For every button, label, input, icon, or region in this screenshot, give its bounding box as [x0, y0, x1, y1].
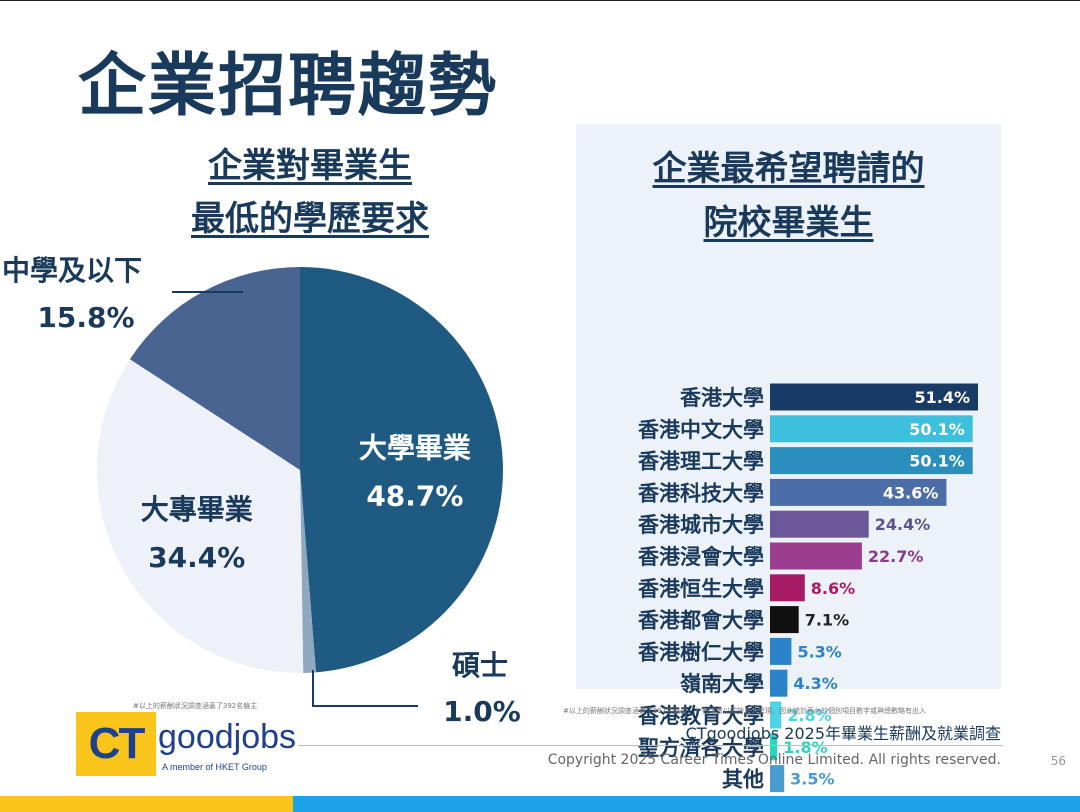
pie-leader-line-1 [312, 670, 418, 707]
bar-value-label-3: 43.6% [883, 483, 939, 502]
copyright: Copyright 2025 Career Times Online Limit… [547, 752, 1001, 768]
survey-title: CTgoodjobs 2025年畢業生薪酬及就業調查 [685, 724, 1001, 743]
logo-goodjobs: goodjobs [158, 718, 297, 756]
bar-category-label-6: 香港恒生大學 [638, 577, 764, 601]
logo-member-text: A member of HKET Group [162, 762, 267, 772]
bar-value-label-10: 2.8% [787, 706, 831, 725]
pie-slice-0 [300, 267, 503, 673]
bar-value-label-11: 1.8% [783, 738, 827, 757]
footer-divider [298, 745, 1003, 746]
bar-9 [770, 669, 788, 697]
page-number: 56 [1050, 754, 1066, 768]
bar-category-label-12: 其他 [722, 768, 764, 792]
bar-5 [770, 542, 862, 570]
bar-value-label-9: 4.3% [793, 674, 837, 693]
bar-6 [770, 574, 805, 602]
bar-chart-panel: 企業最希望聘請的 院校畢業生 香港大學 51.4% 香港中文大學 50.1% 香港理工大… [576, 124, 1001, 793]
bar-11 [770, 733, 778, 761]
pie-chart-title: 企業對畢業生 最低的學歷要求 [140, 140, 480, 246]
bar-2 [770, 447, 973, 475]
bar-chart-title: 企業最希望聘請的 院校畢業生 [576, 142, 1001, 250]
pie-label-1: 碩士 [452, 649, 508, 682]
bar-category-label-0: 香港大學 [680, 386, 764, 410]
pie-chart: 大學畢業 48.7% 大專畢業 34.4% 中學及以下 15.8% 碩士 1.0% [2, 254, 521, 728]
bar-category-label-2: 香港理工大學 [638, 450, 764, 474]
pie-slice-2 [97, 359, 304, 673]
ctgoodjobs-logo: CT goodjobs A member of HKET Group [76, 712, 296, 776]
bar-category-label-8: 香港樹仁大學 [638, 640, 764, 664]
pie-chart-title-line1: 企業對畢業生 [208, 146, 412, 186]
bar-value-label-1: 50.1% [909, 420, 965, 439]
bar-category-label-10: 香港教育大學 [638, 704, 764, 728]
bar-12 [770, 765, 785, 793]
bar-category-label-4: 香港城市大學 [638, 513, 764, 537]
bar-3 [770, 478, 947, 506]
bar-value-label-6: 8.6% [811, 579, 855, 598]
pie-chart-title-line2: 最低的學歷要求 [191, 199, 429, 239]
bar-chart-title-line1: 企業最希望聘請的 [652, 149, 925, 189]
bar-chart: 香港大學 51.4% 香港中文大學 50.1% 香港理工大學 50.1% 香港科技大學 43.… [638, 383, 978, 793]
pie-label-3: 中學及以下 [2, 254, 142, 287]
bar-0 [770, 383, 978, 411]
bar-7 [770, 606, 799, 634]
pie-slice-3 [129, 267, 300, 470]
top-border [0, 0, 1080, 1]
footnote-left: #以上的薪酬狀況調查涵蓋了392名僱主 [133, 702, 258, 710]
bar-value-label-12: 3.5% [790, 770, 834, 789]
bar-8 [770, 637, 792, 665]
pie-value-0: 48.7% [366, 479, 463, 512]
pie-label-2: 大專畢業 [141, 493, 253, 526]
footnote-right-2: **數字會以四捨五入呈現，因此統計表內的個別項目數字或與總數略有出入 [695, 707, 926, 715]
pie-value-3: 15.8% [37, 301, 134, 334]
bar-category-label-9: 嶺南大學 [680, 672, 764, 696]
footer-bar-blue [293, 796, 1080, 812]
pie-value-2: 34.4% [148, 541, 245, 574]
bar-10 [770, 701, 782, 729]
bar-chart-title-line2: 院校畢業生 [703, 203, 874, 243]
bar-value-label-2: 50.1% [909, 452, 965, 471]
page-title: 企業招聘趨勢 [78, 47, 499, 126]
footer-bar-yellow [0, 796, 293, 812]
pie-label-0: 大學畢業 [359, 431, 471, 464]
bar-4 [770, 510, 869, 538]
bar-category-label-1: 香港中文大學 [638, 418, 764, 442]
bar-value-label-7: 7.1% [805, 611, 849, 630]
bar-category-label-11: 聖方濟各大學 [638, 736, 764, 760]
bar-category-label-7: 香港都會大學 [638, 609, 764, 633]
bar-1 [770, 415, 973, 443]
pie-value-1: 1.0% [443, 695, 521, 728]
bar-value-label-4: 24.4% [875, 515, 931, 534]
pie-slice-1 [300, 470, 316, 673]
logo-ct: CT [76, 712, 156, 776]
bar-value-label-8: 5.3% [797, 642, 841, 661]
bar-value-label-0: 51.4% [914, 388, 970, 407]
footnote-right-1: #以上的薪酬狀況調查涵蓋了397名僱主 [563, 707, 688, 715]
bar-category-label-5: 香港浸會大學 [638, 545, 764, 569]
bar-value-label-5: 22.7% [868, 547, 924, 566]
bar-category-label-3: 香港科技大學 [638, 481, 764, 505]
